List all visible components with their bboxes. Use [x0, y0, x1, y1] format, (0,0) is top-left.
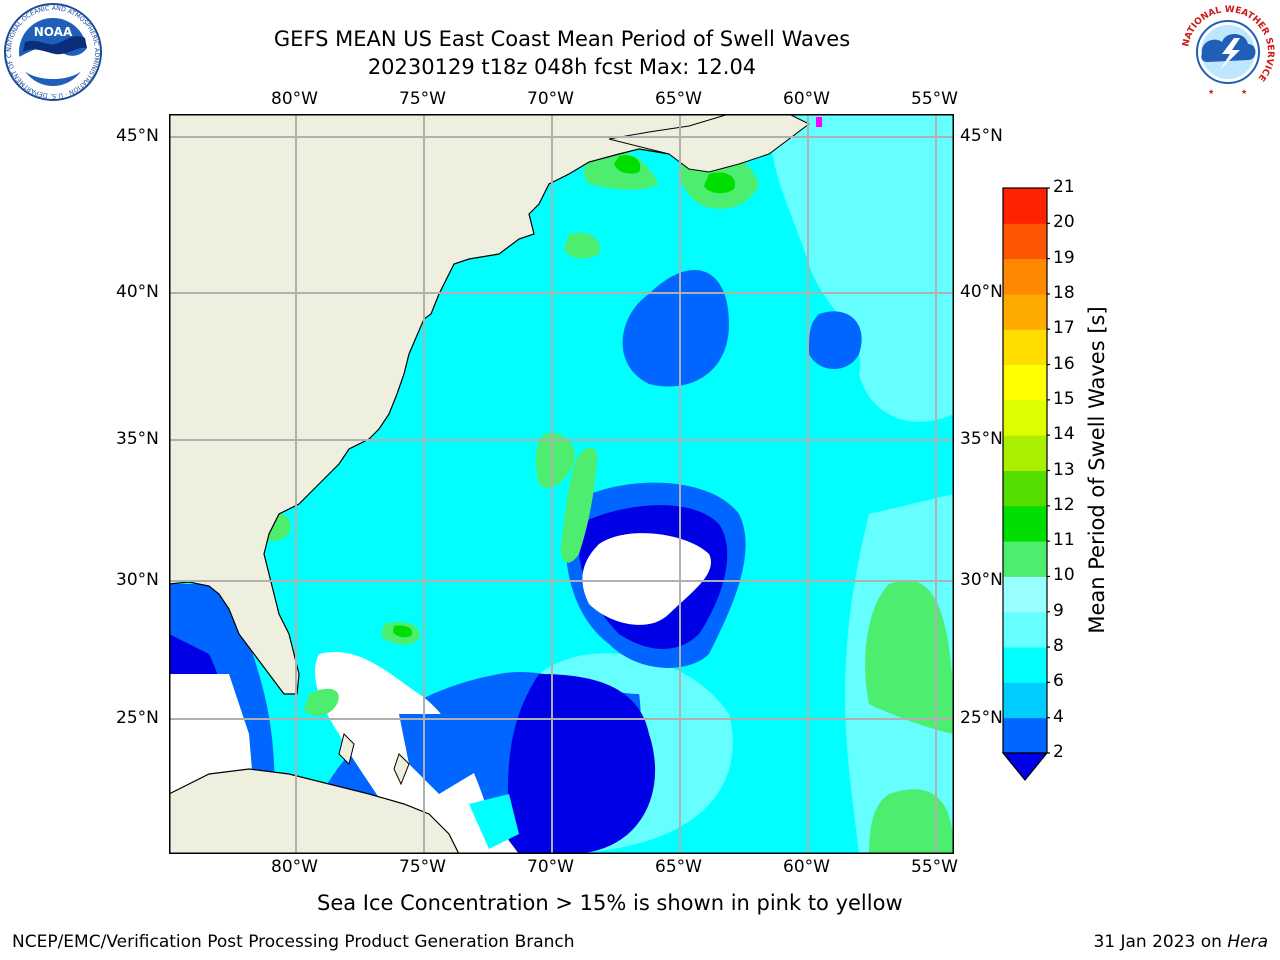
- lon-label-top-70w: 70°W: [527, 89, 574, 109]
- chart-subtitle: 20230129 t18z 048h fcst Max: 12.04: [367, 55, 757, 79]
- swell-period-field: [169, 114, 954, 854]
- colorbar-segment: [1003, 611, 1047, 648]
- lat-label-right-40n: 40°N: [960, 282, 1003, 302]
- colorbar-segment: [1003, 258, 1047, 295]
- lat-label-right-35n: 35°N: [960, 429, 1003, 449]
- colorbar-label: Mean Period of Swell Waves [s]: [1085, 306, 1109, 634]
- lon-label-bottom-55w: 55°W: [911, 857, 958, 877]
- svg-text:★: ★: [1208, 88, 1214, 96]
- lon-label-top-55w: 55°W: [911, 89, 958, 109]
- lon-label-bottom-60w: 60°W: [783, 857, 830, 877]
- footer-host: Hera: [1227, 932, 1268, 952]
- lat-label-right-25n: 25°N: [960, 708, 1003, 728]
- colorbar-segment: [1003, 541, 1047, 577]
- lon-label-bottom-65w: 65°W: [655, 857, 702, 877]
- colorbar-segment: [1003, 717, 1047, 754]
- colorbar-segment: [1003, 364, 1047, 401]
- colorbar-tick-label: 18: [1053, 282, 1075, 303]
- lon-label-top-75w: 75°W: [399, 89, 446, 109]
- colorbar-tick-label: 4: [1053, 706, 1064, 727]
- colorbar-segment: [1003, 682, 1047, 719]
- lat-label-left-25n: 25°N: [116, 708, 159, 728]
- lat-label-left-40n: 40°N: [116, 282, 159, 302]
- colorbar-segment: [1003, 505, 1047, 542]
- colorbar: [1001, 187, 1050, 781]
- nws-logo: NATIONAL WEATHER SERVICE ★ ★: [1180, 4, 1276, 100]
- colorbar-segment: [1003, 293, 1047, 330]
- lat-label-left-30n: 30°N: [116, 570, 159, 590]
- colorbar-segment: [1003, 647, 1047, 683]
- footer-date: 31 Jan 2023 on Hera: [1093, 932, 1268, 952]
- svg-text:★: ★: [1241, 88, 1247, 96]
- colorbar-tick-label: 15: [1053, 388, 1075, 409]
- lon-label-bottom-70w: 70°W: [527, 857, 574, 877]
- chart-title: GEFS MEAN US East Coast Mean Period of S…: [273, 27, 851, 51]
- colorbar-tick-label: 19: [1053, 247, 1075, 268]
- colorbar-segment: [1003, 188, 1047, 224]
- colorbar-tick-label: 9: [1053, 600, 1064, 621]
- footer-date-text: 31 Jan 2023 on: [1093, 932, 1228, 952]
- noaa-logo: NATIONAL OCEANIC AND ATMOSPHERIC ADMINIS…: [3, 2, 102, 101]
- colorbar-tick-label: 6: [1053, 671, 1064, 692]
- sea-ice-marker: [816, 117, 822, 127]
- lat-label-left-45n: 45°N: [116, 126, 159, 146]
- lon-label-bottom-75w: 75°W: [399, 857, 446, 877]
- colorbar-underflow-triangle: [1001, 752, 1049, 781]
- colorbar-tick-label: 10: [1053, 565, 1075, 586]
- colorbar-tick-label: 21: [1053, 177, 1075, 197]
- colorbar-segment: [1003, 435, 1047, 471]
- lon-label-top-80w: 80°W: [271, 89, 318, 109]
- colorbar-tick-label: 13: [1053, 459, 1075, 480]
- lat-label-right-45n: 45°N: [960, 126, 1003, 146]
- colorbar-segment: [1003, 399, 1047, 436]
- colorbar-tick-label: 12: [1053, 494, 1075, 515]
- colorbar-tick-label: 11: [1053, 530, 1075, 551]
- colorbar-tick-label: 16: [1053, 353, 1075, 374]
- colorbar-tick-label: 8: [1053, 636, 1064, 657]
- colorbar-segment: [1003, 223, 1047, 260]
- land: [169, 114, 810, 854]
- map-panel: [169, 114, 954, 854]
- lat-label-left-35n: 35°N: [116, 429, 159, 449]
- lat-label-right-30n: 30°N: [960, 570, 1003, 590]
- svg-text:NOAA: NOAA: [34, 25, 73, 39]
- lon-label-top-65w: 65°W: [655, 89, 702, 109]
- colorbar-segment: [1003, 329, 1047, 366]
- footer-credit: NCEP/EMC/Verification Post Processing Pr…: [12, 932, 575, 952]
- sea-ice-caption: Sea Ice Concentration > 15% is shown in …: [317, 891, 903, 915]
- lon-label-top-60w: 60°W: [783, 89, 830, 109]
- colorbar-segment: [1003, 576, 1047, 613]
- map-graticule: [169, 114, 954, 854]
- lon-label-bottom-80w: 80°W: [271, 857, 318, 877]
- colorbar-tick-label: 2: [1053, 742, 1064, 762]
- colorbar-tick-label: 20: [1053, 212, 1075, 233]
- colorbar-tick-label: 17: [1053, 318, 1075, 339]
- colorbar-tick-label: 14: [1053, 424, 1075, 445]
- colorbar-segment: [1003, 470, 1047, 507]
